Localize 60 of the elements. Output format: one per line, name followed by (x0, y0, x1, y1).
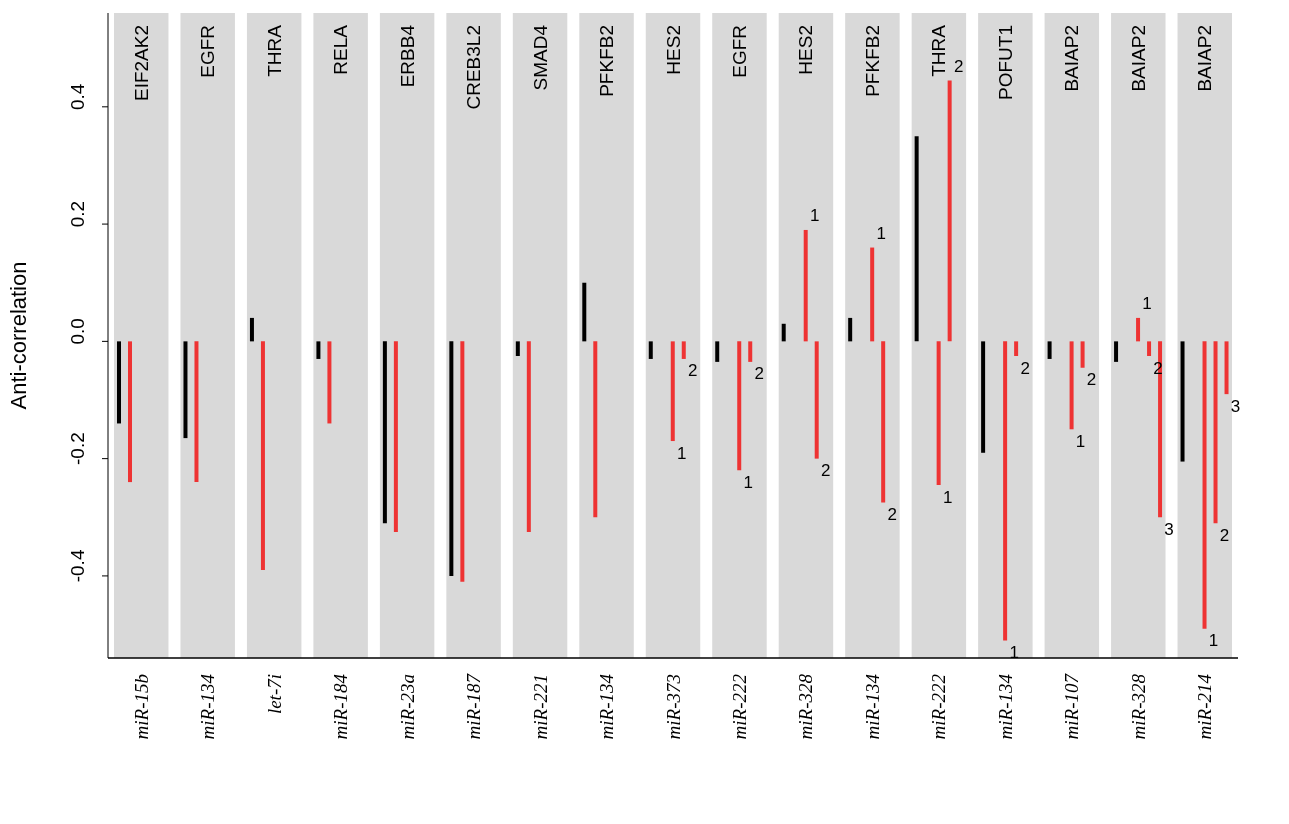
annotation: HES2 (662, 25, 684, 75)
annotation: BAIAP2 (1127, 25, 1149, 92)
text: 1 (1075, 431, 1086, 451)
x-tick-label: miR-134 (861, 673, 883, 740)
annotation: CREB3L2 (463, 25, 485, 110)
x-tick-label: miR-184 (330, 673, 352, 740)
text: 1 (942, 487, 953, 507)
x-tick-label: miR-134 (197, 673, 219, 740)
text: 3 (1230, 396, 1241, 416)
x-tick-label: miR-328 (795, 673, 817, 740)
annotation: SMAD4 (529, 24, 551, 91)
text: 1 (1208, 631, 1219, 651)
text: 2 (1086, 370, 1097, 390)
annotation: EGFR (197, 25, 219, 78)
y-axis-title: Anti-correlation (5, 261, 31, 410)
y-tick-label: 0.0 (67, 318, 88, 345)
x-tick-label: miR-373 (662, 674, 684, 740)
text: 2 (887, 505, 897, 525)
text: 2 (953, 56, 964, 76)
series-label: 3 (1164, 519, 1174, 539)
y-tick-label: -0.2 (67, 432, 88, 466)
x-tick-label: miR-107 (1061, 672, 1083, 740)
x-tick-label: miR-187 (463, 672, 485, 740)
annotation: POFUT1 (994, 25, 1016, 100)
text: 2 (1153, 358, 1163, 378)
annotation: THRA (928, 24, 950, 77)
x-tick-label: miR-134 (596, 673, 618, 740)
annotation: BAIAP2 (1061, 25, 1083, 92)
x-tick-label: miR-222 (928, 673, 950, 740)
x-tick-label: miR-222 (728, 673, 750, 740)
y-tick-label: 0.2 (67, 200, 88, 228)
text: 2 (1219, 525, 1230, 545)
text: 1 (809, 206, 820, 226)
annotation: PFKFB2 (596, 25, 618, 97)
annotation: BAIAP2 (1194, 25, 1216, 92)
text: 1 (677, 443, 687, 463)
y-tick-label: -0.4 (67, 549, 88, 583)
series-label: 2 (754, 364, 764, 384)
text: 2 (1020, 358, 1030, 378)
annotation: EGFR (728, 25, 750, 78)
annotation: EIF2AK2 (130, 25, 152, 102)
x-tick-label: miR-23a (396, 674, 418, 740)
text: 1 (1142, 294, 1152, 314)
x-tick-label: miR-328 (1127, 673, 1149, 740)
annotation: HES2 (795, 25, 817, 75)
annotation: RELA (330, 24, 352, 75)
text: 1 (876, 224, 886, 244)
text: 2 (688, 361, 698, 381)
x-tick-label: let-7i (263, 674, 285, 715)
series-label: 1 (743, 472, 753, 492)
x-tick-label: miR-214 (1194, 673, 1216, 740)
text: 2 (820, 461, 831, 481)
x-tick-label: miR-15b (130, 674, 152, 740)
text: 1 (1009, 642, 1019, 662)
y-tick-label: 0.4 (67, 83, 88, 111)
annotation: ERBB4 (396, 24, 418, 88)
annotation: THRA (263, 24, 285, 77)
x-tick-label: miR-134 (994, 673, 1016, 740)
x-tick-label: miR-221 (529, 674, 551, 740)
annotation: PFKFB2 (861, 25, 883, 97)
